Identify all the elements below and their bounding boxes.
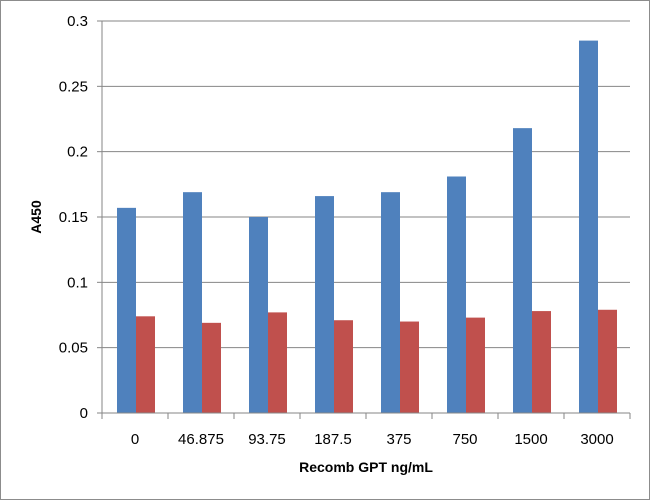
bars [117, 40, 617, 413]
x-tick-labels: 0 46.875 93.75 187.5 375 750 1500 3000 [131, 431, 614, 448]
y-tick-label: 0 [80, 405, 88, 422]
y-tick-label: 0.05 [59, 340, 88, 357]
bar-series-2-1500 [532, 311, 551, 413]
bar-series-2-750 [466, 317, 485, 413]
bar-series-2-187.5 [334, 320, 353, 413]
x-tick-label: 187.5 [314, 431, 352, 448]
bar-series-1-3000 [579, 40, 598, 413]
x-tick-label: 93.75 [248, 431, 286, 448]
axes [97, 20, 631, 419]
bar-series-1-1500 [513, 128, 532, 413]
bar-series-2-3000 [598, 309, 617, 413]
x-axis-title: Recomb GPT ng/mL [299, 459, 433, 475]
x-tick-label: 0 [131, 431, 139, 448]
y-axis-title: A450 [28, 200, 44, 234]
y-tick-label: 0.15 [59, 209, 88, 226]
bar-series-2-0 [136, 316, 155, 413]
bar-series-2-375 [400, 321, 419, 413]
bar-series-1-187.5 [315, 196, 334, 413]
bar-series-1-46.875 [183, 192, 202, 413]
x-tick-label: 46.875 [178, 431, 224, 448]
bar-series-2-46.875 [202, 322, 221, 413]
bar-series-1-750 [447, 176, 466, 413]
y-tick-label: 0.1 [67, 274, 88, 291]
y-tick-labels: 0 0.05 0.1 0.15 0.2 0.25 0.3 [59, 13, 88, 422]
y-tick-label: 0.25 [59, 78, 88, 95]
gridlines [102, 20, 630, 349]
x-tick-label: 375 [386, 431, 411, 448]
y-tick-label: 0.3 [67, 13, 88, 30]
bar-series-1-0 [117, 207, 136, 413]
x-tick-label: 750 [452, 431, 477, 448]
bar-series-1-375 [381, 192, 400, 413]
bar-series-2-93.75 [268, 312, 287, 413]
y-tick-label: 0.2 [67, 144, 88, 161]
x-tick-label: 1500 [514, 431, 547, 448]
x-tick-label: 3000 [580, 431, 613, 448]
bar-series-1-93.75 [249, 217, 268, 413]
